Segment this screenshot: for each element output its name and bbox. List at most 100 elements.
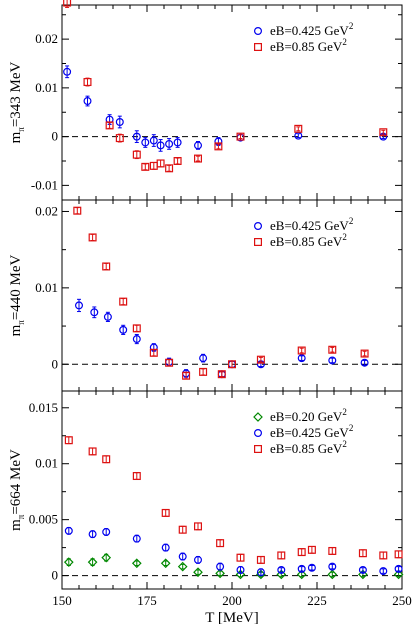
data-point xyxy=(165,358,174,367)
series-diamond xyxy=(63,552,404,580)
y-tick-label: -0.01 xyxy=(31,177,58,192)
data-point xyxy=(214,142,223,151)
legend-label: eB=0.85 GeV2 xyxy=(270,37,347,54)
data-point xyxy=(235,569,246,580)
data-point xyxy=(358,569,368,580)
data-point xyxy=(165,139,174,148)
data-point xyxy=(161,543,170,552)
y-axis-title: mπ=440 MeV xyxy=(8,254,26,336)
data-point xyxy=(173,157,182,166)
data-point xyxy=(141,162,150,171)
legend-marker xyxy=(254,222,263,231)
legend-marker xyxy=(254,238,263,247)
y-tick-label: 0.02 xyxy=(35,203,58,218)
data-point xyxy=(199,367,208,376)
data-point xyxy=(236,553,245,562)
data-point xyxy=(103,312,112,321)
data-point xyxy=(297,548,306,557)
legend-marker xyxy=(253,412,263,422)
data-point xyxy=(132,132,141,141)
legend-marker xyxy=(254,429,263,438)
data-point xyxy=(327,569,338,580)
data-point xyxy=(119,297,128,306)
x-axis-title: T [MeV] xyxy=(205,610,258,624)
panel-frame xyxy=(61,390,403,590)
legend-label: eB=0.85 GeV2 xyxy=(270,232,347,249)
legend-label: eB=0.425 GeV2 xyxy=(270,21,353,38)
y-tick-label: 0 xyxy=(52,129,59,144)
data-point xyxy=(88,530,97,539)
x-tick-label: 225 xyxy=(307,593,327,608)
y-tick-label: 0 xyxy=(52,356,59,371)
data-point xyxy=(160,558,171,569)
data-point xyxy=(297,564,306,573)
y-tick-label: 0.015 xyxy=(29,400,58,415)
data-point xyxy=(88,447,97,456)
y-tick-label: 0.01 xyxy=(35,280,58,295)
data-point xyxy=(296,569,307,580)
data-point xyxy=(156,141,165,150)
y-tick-label: 0 xyxy=(52,568,59,583)
series-circle xyxy=(63,65,388,152)
legend-label: eB=0.425 GeV2 xyxy=(270,216,353,233)
legend-label: eB=0.20 GeV2 xyxy=(270,407,347,424)
data-point xyxy=(307,545,316,554)
data-point xyxy=(393,569,404,580)
data-point xyxy=(63,67,72,76)
data-point xyxy=(141,138,150,147)
data-point xyxy=(194,555,203,564)
data-point xyxy=(277,551,286,560)
data-point xyxy=(297,346,306,355)
data-point xyxy=(156,159,165,168)
data-point xyxy=(194,522,203,531)
data-point xyxy=(131,558,142,569)
series-circle xyxy=(64,526,403,577)
data-point xyxy=(64,436,73,445)
data-point xyxy=(358,549,367,558)
data-point xyxy=(178,525,187,534)
data-point xyxy=(102,527,111,536)
data-point xyxy=(182,371,191,380)
data-point xyxy=(379,551,388,560)
data-point xyxy=(88,233,97,242)
x-tick-label: 175 xyxy=(137,593,157,608)
data-point xyxy=(132,324,141,333)
data-point xyxy=(119,325,128,334)
data-point xyxy=(105,121,114,130)
y-axis-title: mπ=343 MeV xyxy=(8,61,26,143)
data-point xyxy=(360,358,369,367)
data-point xyxy=(173,138,182,147)
data-point xyxy=(194,154,203,163)
data-point xyxy=(276,569,287,580)
panel-2: 0 0.01 0.02 mπ=440 MeV eB=0.425 GeV2eB=0.85 … xyxy=(8,199,403,392)
data-point xyxy=(161,508,170,517)
data-point xyxy=(216,562,225,571)
data-point xyxy=(83,78,92,87)
data-point xyxy=(64,526,73,535)
data-point xyxy=(132,472,141,481)
data-point xyxy=(307,563,316,572)
x-tick-label: 200 xyxy=(222,593,242,608)
data-point xyxy=(165,164,174,173)
data-point xyxy=(90,308,99,317)
data-point xyxy=(199,354,208,363)
data-point xyxy=(178,552,187,561)
series-square xyxy=(63,0,388,173)
legend-label: eB=0.85 GeV2 xyxy=(270,439,347,456)
data-point xyxy=(394,550,403,559)
legend-label: eB=0.425 GeV2 xyxy=(270,423,353,440)
x-tick-label: 250 xyxy=(392,593,412,608)
data-point xyxy=(277,565,286,574)
data-point xyxy=(217,370,226,379)
data-point xyxy=(63,0,72,7)
y-tick-label: 0.005 xyxy=(29,512,58,527)
data-point xyxy=(115,117,124,126)
data-point xyxy=(132,335,141,344)
legend-marker xyxy=(254,42,263,51)
data-point xyxy=(297,354,306,363)
